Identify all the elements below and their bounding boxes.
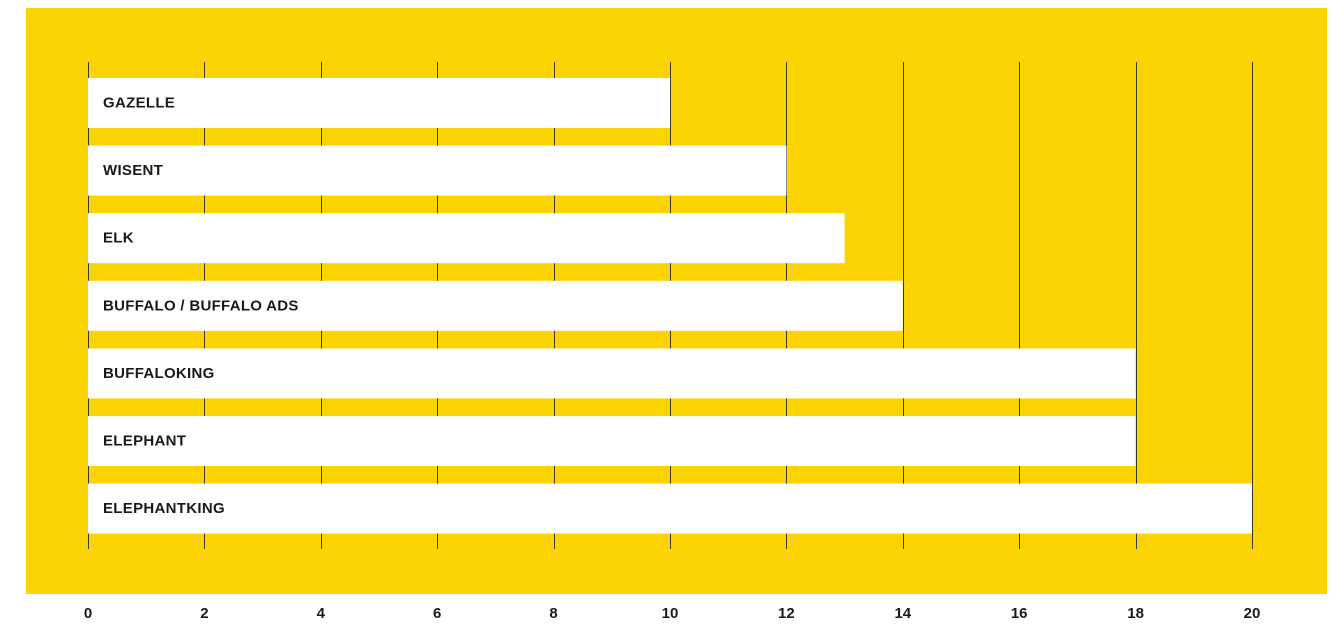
bar-elephantking <box>88 483 1252 534</box>
x-tick-label: 6 <box>433 605 441 622</box>
bar-labels: GAZELLE WISENT ELK BUFFALO / BUFFALO ADS BUF… <box>103 95 299 518</box>
x-tick-label: 0 <box>84 605 92 622</box>
x-tick-label: 10 <box>662 605 679 622</box>
bar-label: WISENT <box>103 162 163 179</box>
bar-label: GAZELLE <box>103 95 175 112</box>
x-axis-tick-labels: 0 2 4 6 8 10 12 14 16 18 20 <box>84 605 1261 622</box>
x-tick-label: 14 <box>894 605 911 622</box>
bar-buffaloking <box>88 348 1136 399</box>
bar-label: ELEPHANTKING <box>103 500 225 517</box>
bar-elephant <box>88 416 1136 466</box>
x-tick-label: 20 <box>1244 605 1261 622</box>
bar-label: ELK <box>103 230 134 247</box>
bar-gazelle <box>88 78 670 128</box>
bar-label: BUFFALO / BUFFALO ADS <box>103 297 299 314</box>
x-tick-label: 12 <box>778 605 795 622</box>
x-tick-label: 18 <box>1127 605 1144 622</box>
x-tick-label: 8 <box>549 605 557 622</box>
bar-wisent <box>88 145 787 196</box>
x-tick-label: 4 <box>317 605 326 622</box>
bar-label: ELEPHANT <box>103 433 186 450</box>
x-tick-label: 2 <box>200 605 208 622</box>
x-tick-label: 16 <box>1011 605 1028 622</box>
bar-buffalo-buffalo-ads <box>88 280 903 331</box>
bars <box>88 78 1252 534</box>
bar-label: BUFFALOKING <box>103 365 215 382</box>
bar-elk <box>88 213 845 264</box>
